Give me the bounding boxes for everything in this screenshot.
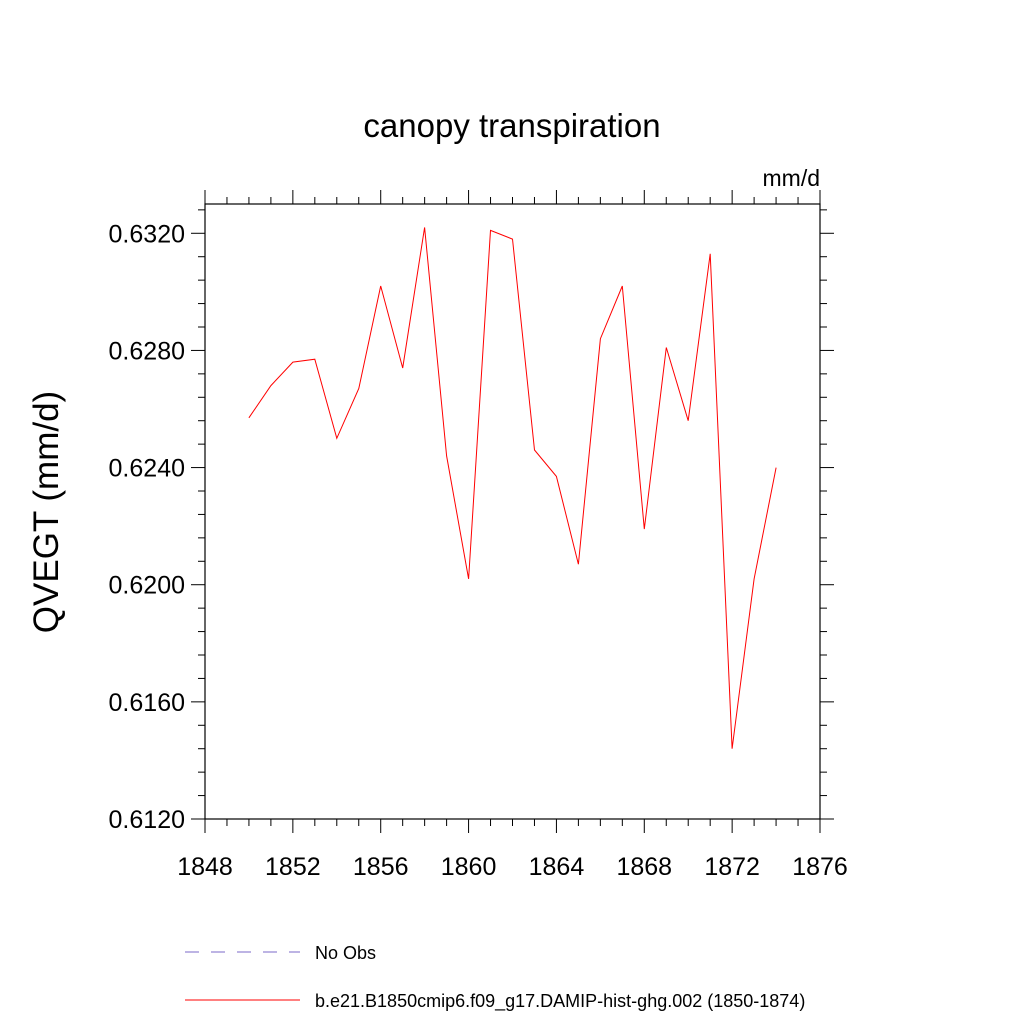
chart-title: canopy transpiration: [363, 107, 660, 144]
x-tick-label: 1872: [704, 853, 760, 881]
axis-ticks: [191, 190, 834, 833]
y-tick-label: 0.6200: [109, 572, 185, 600]
y-tick-label: 0.6160: [109, 689, 185, 717]
y-tick-label: 0.6320: [109, 220, 185, 248]
y-axis-label: QVEGT (mm/d): [27, 391, 66, 633]
series-layer: [248, 227, 777, 749]
y-tick-labels: 0.6120 0.6160 0.6200 0.6240 0.6280 0.6320: [109, 220, 185, 834]
x-tick-label: 1848: [177, 853, 233, 881]
series-line: [248, 227, 777, 749]
legend: No Obs b.e21.B1850cmip6.f09_g17.DAMIP-his…: [185, 943, 805, 1012]
units-label: mm/d: [763, 165, 821, 191]
plot-frame: [204, 203, 821, 820]
y-tick-label: 0.6120: [109, 806, 185, 834]
x-tick-label: 1856: [353, 853, 409, 881]
y-tick-label: 0.6280: [109, 337, 185, 365]
x-tick-label: 1860: [441, 853, 497, 881]
x-tick-label: 1852: [265, 853, 321, 881]
x-tick-labels: 1848 1852 1856 1860 1864 1868 1872 1876: [177, 853, 848, 881]
x-tick-label: 1864: [529, 853, 585, 881]
x-tick-label: 1868: [616, 853, 672, 881]
legend-label: b.e21.B1850cmip6.f09_g17.DAMIP-hist-ghg.…: [315, 991, 805, 1012]
legend-label: No Obs: [315, 943, 376, 963]
x-tick-label: 1876: [792, 853, 848, 881]
y-tick-label: 0.6240: [109, 455, 185, 483]
